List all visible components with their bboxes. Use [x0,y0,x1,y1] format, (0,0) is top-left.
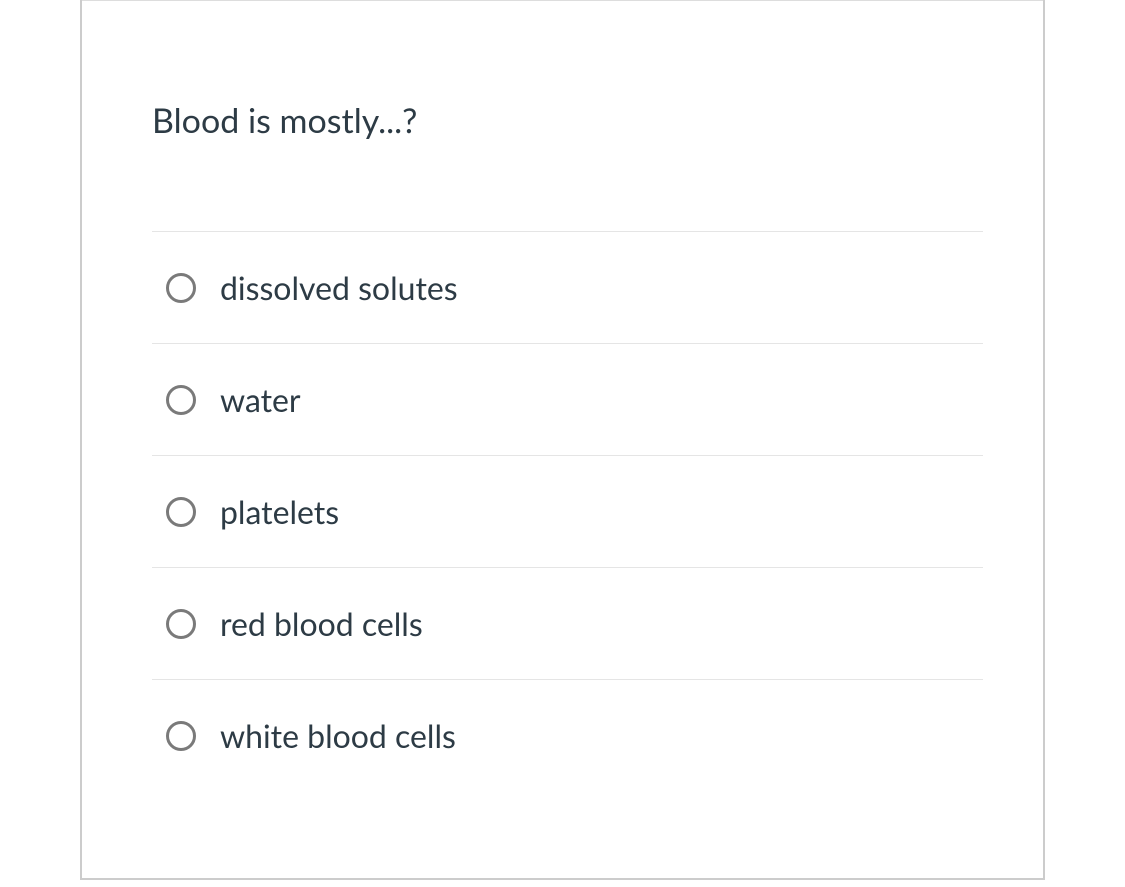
option-row[interactable]: red blood cells [152,568,983,680]
option-label: dissolved solutes [220,268,458,307]
option-row[interactable]: white blood cells [152,680,983,791]
option-row[interactable]: dissolved solutes [152,232,983,344]
option-label: white blood cells [220,716,456,755]
option-row[interactable]: water [152,344,983,456]
radio-icon[interactable] [166,385,196,415]
radio-icon[interactable] [166,609,196,639]
radio-icon[interactable] [166,721,196,751]
radio-icon[interactable] [166,497,196,527]
option-label: platelets [220,492,339,531]
option-label: red blood cells [220,604,423,643]
option-row[interactable]: platelets [152,456,983,568]
question-text: Blood is mostly...? [152,100,983,141]
question-container: Blood is mostly...? dissolved solutes wa… [80,0,1045,880]
options-list: dissolved solutes water platelets red bl… [152,231,983,791]
top-divider [82,0,1043,1]
question-card: Blood is mostly...? dissolved solutes wa… [82,0,1043,831]
option-label: water [220,380,301,419]
radio-icon[interactable] [166,273,196,303]
